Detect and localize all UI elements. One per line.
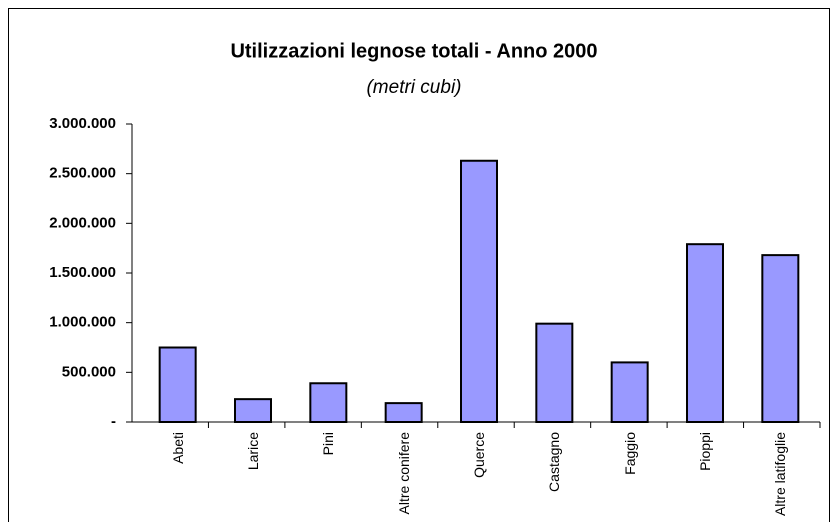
x-tick-label: Pioppi xyxy=(697,432,713,471)
x-tick-label: Pini xyxy=(320,432,337,456)
y-tick-label: 3.000.000 xyxy=(49,115,116,132)
x-tick-label: Castagno xyxy=(546,432,563,492)
x-tick-label: Altre conifere xyxy=(395,432,412,515)
y-tick-label: 500.000 xyxy=(62,363,116,380)
bar xyxy=(761,254,800,423)
x-tick-label: Abeti xyxy=(169,432,186,464)
y-tick-label: 1.500.000 xyxy=(49,264,116,281)
x-tick-label: Altre latifoglie xyxy=(772,432,789,517)
y-tick-label: - xyxy=(111,413,116,430)
bar xyxy=(384,402,423,424)
bar xyxy=(158,346,197,423)
bar xyxy=(309,382,348,424)
y-tick-label: 2.000.000 xyxy=(49,214,116,231)
chart-title: Utilizzazioni legnose totali - Anno 2000 xyxy=(230,40,597,62)
bar xyxy=(610,361,649,423)
x-tick-label: Larice xyxy=(245,432,261,471)
chart-subtitle: (metri cubi) xyxy=(366,77,461,98)
bar xyxy=(460,159,498,423)
y-tick-label: 1.000.000 xyxy=(49,314,116,331)
x-tick-label: Faggio xyxy=(621,432,638,475)
bar xyxy=(686,243,724,423)
bar xyxy=(535,322,574,423)
x-tick-label: Querce xyxy=(471,432,487,478)
bar xyxy=(234,398,272,423)
y-tick-label: 2.500.000 xyxy=(49,165,116,182)
